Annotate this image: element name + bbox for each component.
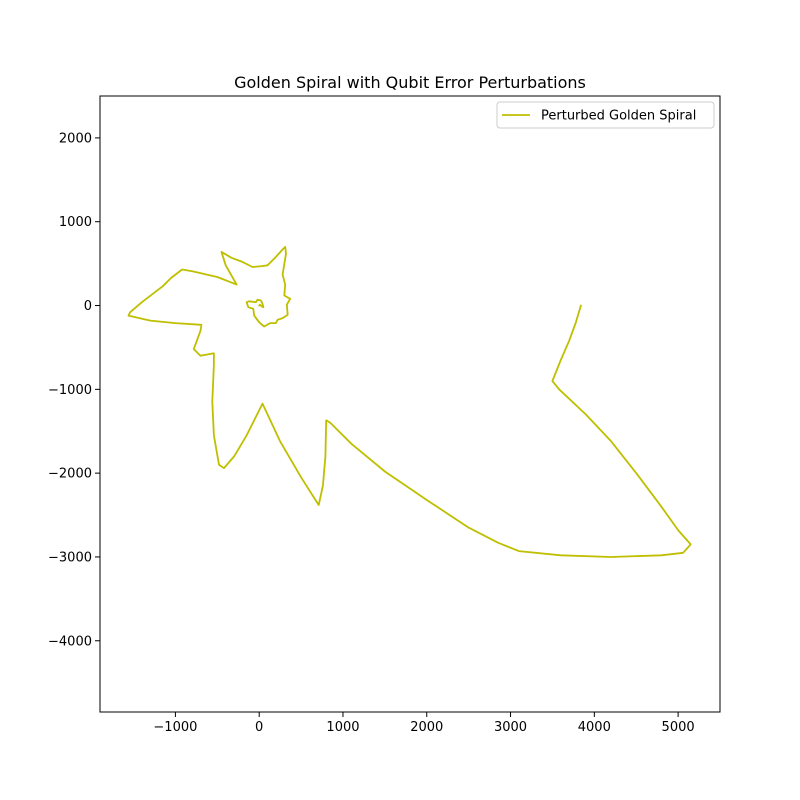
x-tick-label: 5000 [662,720,695,735]
y-tick-label: −1000 [48,383,92,398]
x-tick-label: 3000 [494,720,527,735]
legend-box [496,101,715,129]
plot-area [99,95,721,713]
legend-label: Perturbed Golden Spiral [541,109,696,124]
y-tick-label: −3000 [48,550,92,565]
legend: Perturbed Golden Spiral [496,101,715,129]
y-tick-label: 2000 [59,131,92,146]
y-tick-label: 0 [84,299,92,314]
x-tick-label: 4000 [578,720,611,735]
y-axis: 2000 1000 0 −1000 −2000 −3000 −4000 [48,131,100,649]
x-tick-label: −1000 [153,720,197,735]
plot-frame [99,95,721,713]
y-tick-label: −4000 [48,634,92,649]
x-tick-label: 0 [255,720,263,735]
chart-title: Golden Spiral with Qubit Error Perturbat… [234,73,586,92]
plot-border [99,95,721,713]
y-tick-label: −2000 [48,467,92,482]
x-tick-label: 1000 [326,720,359,735]
x-tick-label: 2000 [410,720,443,735]
y-tick-label: 1000 [59,215,92,230]
series-line-perturbed-golden-spiral [127,246,692,558]
x-axis: −1000 0 1000 2000 3000 4000 5000 [153,712,695,735]
